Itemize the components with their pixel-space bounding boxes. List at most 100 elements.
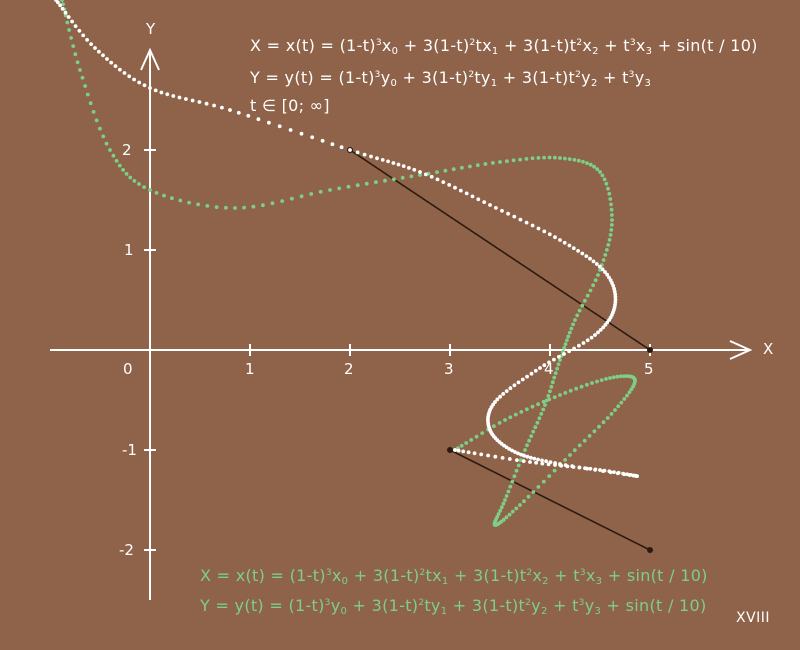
white-curve-dot xyxy=(89,42,93,46)
white-curve-dot xyxy=(122,71,127,75)
green-curve-dot xyxy=(563,342,568,346)
white-y-p4: + t xyxy=(597,68,629,87)
white-curve-dot xyxy=(571,246,576,251)
white-curve-dot xyxy=(593,467,598,472)
green-curve-dot xyxy=(94,118,99,123)
white-curve-dot xyxy=(552,357,556,362)
white-curve-dot xyxy=(60,6,65,11)
green-curve-dot xyxy=(148,188,152,192)
white-curve-dot xyxy=(498,394,502,399)
white-curve-dot xyxy=(591,259,596,264)
white-curve-dot xyxy=(66,15,71,19)
white-curve-dot xyxy=(510,448,514,453)
green-curve-dot xyxy=(598,170,602,174)
white-curve-dot xyxy=(153,88,158,93)
green-curve-dot xyxy=(595,379,599,384)
green-curve-dot xyxy=(563,391,568,395)
white-curve-dot xyxy=(148,86,152,90)
white-x-p2: + 3(1-t) xyxy=(398,36,470,55)
white-curve-dot xyxy=(386,159,390,164)
white-curve-dot xyxy=(577,343,581,348)
parameter-domain: t ∈ [0; ∞] xyxy=(250,96,330,115)
green-x-p3: + 3(1-t)t xyxy=(448,566,527,585)
white-curve-dot xyxy=(584,254,589,258)
green-curve-dot xyxy=(619,400,624,405)
green-curve-dot xyxy=(497,421,502,425)
white-x-p4: + t xyxy=(598,36,630,55)
green-curve-dot xyxy=(606,243,611,247)
white-y-t3: y xyxy=(581,68,591,87)
white-y-lhs: Y = y(t) = (1-t) xyxy=(250,68,375,87)
white-curve-dot xyxy=(571,465,576,469)
green-curve-dot xyxy=(233,206,237,210)
green-curve-dot xyxy=(73,52,78,57)
white-x-lhs: X = x(t) = (1-t) xyxy=(250,36,376,55)
green-curve-dot xyxy=(491,161,495,165)
white-curve-dot xyxy=(585,338,590,343)
segment-lower-start-point xyxy=(447,447,453,453)
green-curve-dot xyxy=(85,92,90,97)
green-curve-dot xyxy=(604,181,609,186)
white-curve-dot xyxy=(339,145,344,150)
white-curve-dot xyxy=(228,108,232,112)
green-curve-dot xyxy=(611,375,616,380)
green-curve-dot xyxy=(541,399,546,404)
green-curve-dot xyxy=(613,408,617,412)
y-tick-label-2: 2 xyxy=(122,141,132,159)
green-y-s4: 3 xyxy=(578,598,585,608)
white-curve-dot xyxy=(519,452,523,457)
green-curve-dot xyxy=(546,394,551,398)
white-curve-dot xyxy=(536,226,541,231)
white-y-i2: 2 xyxy=(590,78,598,89)
x-tick-label-0: 0 xyxy=(123,360,133,378)
green-curve-dot xyxy=(205,204,210,208)
green-curve-dot xyxy=(599,378,604,382)
white-curve-dot xyxy=(220,105,224,110)
green-curve-dot xyxy=(574,386,579,391)
green-curve-dot xyxy=(475,163,480,168)
green-x-s1: 3 xyxy=(325,568,332,578)
white-y-s1: 3 xyxy=(374,70,381,80)
green-curve-dot xyxy=(504,494,509,498)
green-curve-dot xyxy=(593,278,598,283)
green-x-tail: + sin(t / 10) xyxy=(602,566,708,585)
white-curve-dot xyxy=(453,448,457,452)
green-curve-dot xyxy=(567,157,572,162)
white-curve-dot xyxy=(299,131,304,136)
white-y-i1: 1 xyxy=(490,78,498,89)
green-curve-dot xyxy=(88,101,93,106)
green-curve-dot xyxy=(575,313,580,318)
green-y-s2: 2 xyxy=(418,598,425,608)
green-curve-dot xyxy=(187,200,192,205)
green-x-t3: x xyxy=(532,566,543,585)
segment-upper-end-point xyxy=(647,347,653,353)
white-curve-dot xyxy=(607,275,611,280)
green-curve-dot xyxy=(601,420,606,425)
green-x-t4: x xyxy=(585,566,596,585)
green-curve-dot xyxy=(609,207,614,212)
white-x-t1: x xyxy=(381,36,392,55)
green-curve-dot xyxy=(214,205,219,210)
white-curve-dot xyxy=(501,392,506,396)
green-curve-dot xyxy=(128,175,133,180)
green-curve-dot xyxy=(567,330,572,335)
green-curve-dot xyxy=(610,213,614,217)
white-curve-dot xyxy=(277,124,282,129)
green-curve-dot xyxy=(346,184,351,189)
white-y-p2: + 3(1-t) xyxy=(397,68,469,87)
white-curve-dot xyxy=(536,457,540,462)
green-curve-dot xyxy=(63,13,68,18)
white-curve-dot xyxy=(603,323,608,327)
green-curve-dot xyxy=(499,505,504,510)
white-curve-dot xyxy=(348,148,352,152)
white-curve-dot xyxy=(602,468,607,473)
white-curve-dot xyxy=(81,33,86,38)
green-curve-dot xyxy=(622,374,626,378)
green-curve-dot xyxy=(75,60,80,65)
white-curve-dot xyxy=(631,473,636,478)
white-x-t3: x xyxy=(582,36,593,55)
green-curve-dot xyxy=(111,153,116,158)
green-curve-dot xyxy=(582,438,587,443)
white-curve-dot xyxy=(177,95,182,100)
